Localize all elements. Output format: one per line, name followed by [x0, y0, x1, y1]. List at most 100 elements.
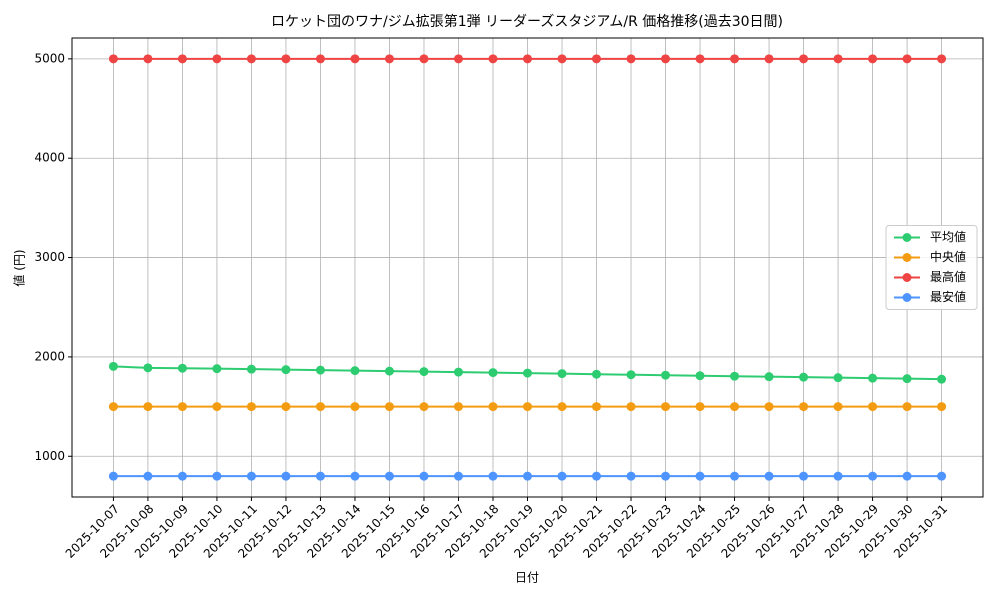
data-point: [592, 402, 602, 412]
data-point: [350, 471, 360, 481]
legend-marker: [902, 273, 912, 282]
data-point: [902, 471, 912, 481]
data-point: [384, 366, 394, 376]
chart-title: ロケット団のワナ/ジム拡張第1弾 リーダーズスタジアム/R 価格推移(過去30日…: [271, 13, 783, 30]
legend-label: 最高値: [930, 269, 966, 284]
data-point: [557, 369, 567, 379]
data-point: [419, 471, 429, 481]
data-point: [661, 402, 671, 412]
data-point: [315, 365, 325, 375]
data-point: [799, 402, 809, 412]
data-point: [246, 364, 256, 374]
data-point: [212, 402, 222, 412]
data-point: [108, 402, 118, 412]
data-point: [799, 372, 809, 382]
data-point: [315, 471, 325, 481]
data-point: [902, 402, 912, 412]
legend-label: 平均値: [930, 229, 966, 244]
data-point: [592, 471, 602, 481]
data-point: [488, 368, 498, 378]
data-point: [730, 471, 740, 481]
data-point: [212, 54, 222, 64]
data-point: [523, 471, 532, 481]
x-axis-label: 日付: [515, 571, 539, 585]
plot-frame: [71, 37, 984, 498]
data-point: [937, 402, 947, 412]
data-point: [626, 54, 636, 64]
data-point: [246, 54, 256, 64]
data-point: [764, 54, 774, 64]
data-point: [764, 402, 774, 412]
data-point: [695, 471, 705, 481]
data-point: [246, 471, 256, 481]
data-point: [453, 471, 463, 481]
data-point: [523, 54, 532, 64]
data-point: [592, 54, 602, 64]
data-point: [937, 471, 947, 481]
data-point: [730, 54, 740, 64]
data-point: [177, 471, 187, 481]
y-tick-label: 5000: [34, 51, 65, 65]
y-axis-label: 値 (円): [12, 249, 27, 286]
data-point: [730, 371, 740, 381]
data-point: [177, 363, 187, 373]
data-point: [799, 471, 809, 481]
data-point: [868, 471, 878, 481]
data-point: [212, 471, 222, 481]
data-point: [143, 363, 153, 373]
data-point: [592, 369, 602, 379]
data-point: [108, 471, 118, 481]
data-point: [488, 402, 498, 412]
data-point: [730, 402, 740, 412]
data-point: [799, 54, 809, 64]
data-point: [315, 54, 325, 64]
data-point: [695, 402, 705, 412]
data-point: [143, 402, 153, 412]
data-point: [695, 54, 705, 64]
data-point: [937, 54, 947, 64]
data-point: [764, 471, 774, 481]
legend-marker: [902, 233, 912, 242]
data-point: [453, 402, 463, 412]
data-point: [350, 54, 360, 64]
data-point: [281, 402, 291, 412]
data-point: [557, 402, 567, 412]
data-point: [626, 402, 636, 412]
data-point: [557, 471, 567, 481]
data-point: [177, 402, 187, 412]
data-point: [523, 368, 532, 378]
data-point: [833, 402, 843, 412]
data-point: [868, 373, 878, 383]
data-point: [143, 54, 153, 64]
data-point: [246, 402, 256, 412]
data-point: [315, 402, 325, 412]
data-point: [868, 54, 878, 64]
data-point: [108, 361, 118, 371]
data-point: [453, 54, 463, 64]
data-point: [384, 402, 394, 412]
legend-marker: [902, 293, 912, 302]
data-point: [143, 471, 153, 481]
y-tick-label: 2000: [34, 349, 65, 363]
data-point: [350, 402, 360, 412]
data-point: [902, 374, 912, 384]
data-point: [488, 471, 498, 481]
data-point: [626, 471, 636, 481]
y-tick-label: 4000: [34, 151, 65, 165]
data-point: [419, 402, 429, 412]
data-point: [833, 54, 843, 64]
y-tick-label: 3000: [34, 250, 65, 264]
data-point: [764, 372, 774, 382]
data-point: [281, 365, 291, 375]
data-point: [661, 54, 671, 64]
data-point: [488, 54, 498, 64]
grid: 100020003000400050002025-10-072025-10-08…: [34, 38, 983, 561]
data-point: [557, 54, 567, 64]
data-point: [453, 367, 463, 377]
data-point: [833, 373, 843, 383]
data-point: [868, 402, 878, 412]
data-point: [419, 54, 429, 64]
legend-label: 最安値: [930, 289, 966, 304]
